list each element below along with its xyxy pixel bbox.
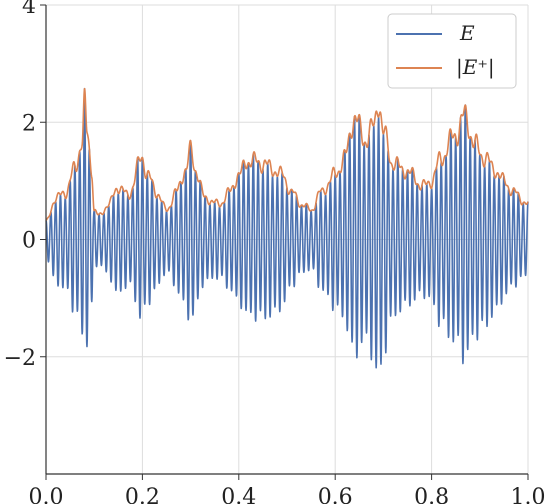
x-tick-label: 0.4 <box>221 485 256 504</box>
x-tick-label: 0.8 <box>414 485 449 504</box>
series-layer <box>45 87 529 369</box>
x-tick-label: 0.6 <box>318 485 353 504</box>
y-tick-label: −2 <box>4 346 36 371</box>
x-tick-label: 0.2 <box>125 485 160 504</box>
legend: E |E⁺| <box>387 13 517 89</box>
y-tick-label: 2 <box>22 111 36 136</box>
legend-label-E: E <box>459 21 475 45</box>
y-tick-label: 4 <box>22 0 36 19</box>
series-line-E-plus <box>45 87 529 222</box>
grid <box>45 4 529 474</box>
legend-box <box>387 13 517 89</box>
x-tick-label: 1.0 <box>511 485 546 504</box>
x-tick-label: 0.0 <box>29 485 64 504</box>
series-line-E <box>45 87 529 369</box>
ticks: 0.0 0.2 0.4 0.6 0.8 1.0 −2 0 2 4 <box>4 0 546 504</box>
y-tick-label: 0 <box>22 229 36 254</box>
legend-label-E-plus: |E⁺| <box>456 55 495 80</box>
